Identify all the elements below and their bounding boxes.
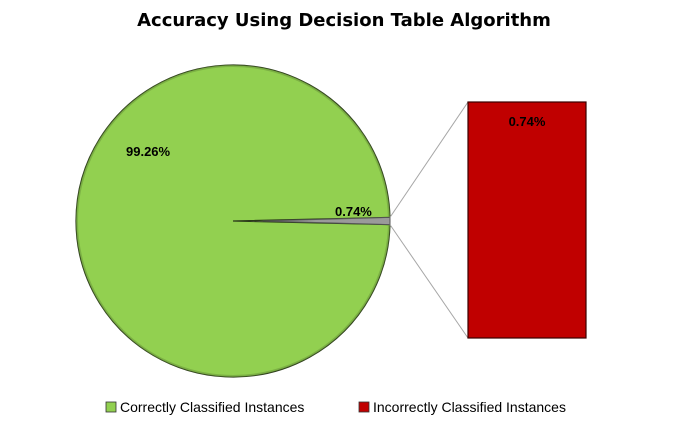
pie-slice-incorrect <box>262 216 391 226</box>
legend-label-correct: Correctly Classified Instances <box>120 399 304 415</box>
data-label-incorrect-pie: 0.74% <box>335 204 372 219</box>
legend: Correctly Classified Instances Incorrect… <box>105 399 566 415</box>
pie-group <box>75 64 391 378</box>
legend-item-incorrect: Incorrectly Classified Instances <box>358 399 566 415</box>
connector-line-top <box>389 101 469 218</box>
bar-of-pie-group <box>389 101 587 339</box>
legend-label-incorrect: Incorrectly Classified Instances <box>373 399 566 415</box>
data-labels: 99.26% 0.74% 0.74% <box>126 114 546 219</box>
data-label-incorrect-bar: 0.74% <box>509 114 546 129</box>
legend-swatch-correct <box>105 401 117 413</box>
legend-swatch-incorrect <box>358 401 370 413</box>
data-label-correct: 99.26% <box>126 144 171 159</box>
connector-line-bottom <box>389 224 469 339</box>
chart-title: Accuracy Using Decision Table Algorithm <box>137 10 551 31</box>
secondary-bar-incorrect <box>467 101 587 339</box>
legend-item-correct: Correctly Classified Instances <box>105 399 304 415</box>
